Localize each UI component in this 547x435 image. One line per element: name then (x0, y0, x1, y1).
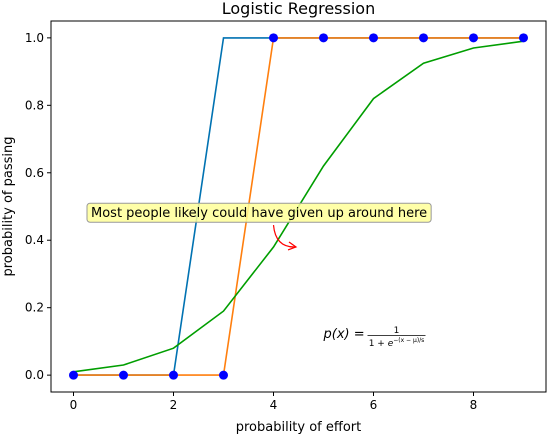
annotation-text: Most people likely could have given up a… (91, 206, 427, 221)
logistic-formula: p(x) = 1 1 + e−(x − μ)/s (323, 326, 426, 349)
scatter-point (119, 370, 128, 380)
annotation-give-up: Most people likely could have given up a… (86, 202, 432, 251)
y-tick-label: 1.0 (25, 31, 44, 45)
chart-title: Logistic Regression (222, 0, 375, 18)
scatter-point (269, 33, 278, 43)
x-tick-label: 4 (270, 398, 278, 412)
annotation-arrowhead (287, 241, 298, 251)
formula-numerator: 1 (394, 326, 400, 336)
scatter-point (319, 33, 328, 43)
series-line-2 (73, 37, 524, 376)
y-tick-label: 0.2 (25, 301, 44, 315)
y-tick-label: 0.8 (25, 98, 44, 112)
y-tick-label: 0.0 (25, 368, 44, 382)
scatter-point (169, 370, 178, 380)
y-tick-label: 0.4 (25, 233, 44, 247)
scatter-point (419, 33, 428, 43)
x-tick-label: 0 (70, 398, 78, 412)
scatter-point (69, 370, 78, 380)
scatter-point (519, 33, 528, 43)
x-tick-label: 8 (470, 398, 478, 412)
y-axis-label: probability of passing (1, 136, 16, 276)
scatter-point (469, 33, 478, 43)
x-axis-ticks: 0 2 4 6 8 (70, 392, 478, 412)
annotation-box (86, 202, 432, 223)
x-tick-label: 6 (370, 398, 378, 412)
x-tick-label: 2 (170, 398, 178, 412)
scatter-point (369, 33, 378, 43)
y-axis-ticks: 0.0 0.2 0.4 0.6 0.8 1.0 (25, 31, 51, 382)
scatter-point (219, 370, 228, 380)
annotation-arrow (272, 224, 297, 248)
scatter-points (69, 33, 528, 380)
y-tick-label: 0.6 (25, 166, 44, 180)
x-axis-label: probability of effort (236, 420, 362, 435)
formula-lhs: p(x) = (323, 327, 365, 342)
